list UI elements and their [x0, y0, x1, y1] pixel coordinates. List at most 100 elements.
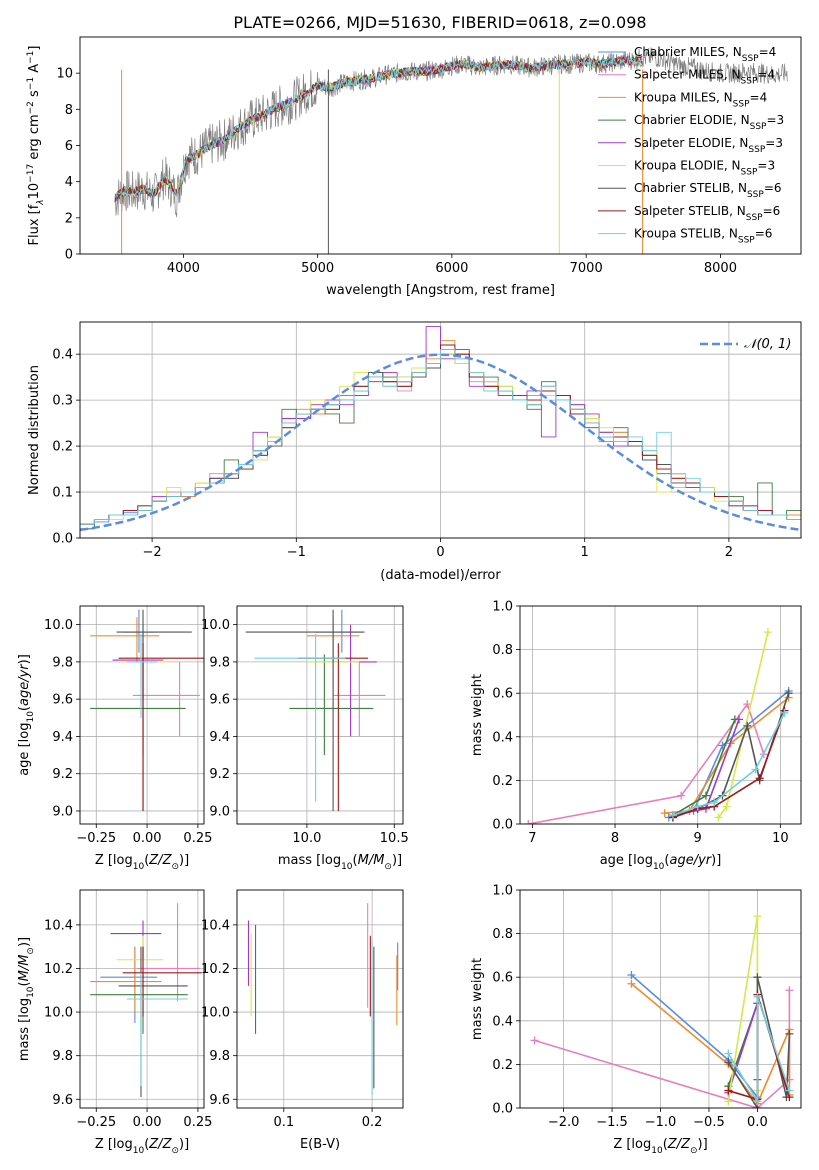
x-axis-label-part: 10: [653, 862, 665, 872]
y-tick-label: 0.4: [492, 730, 513, 745]
x-axis-label-part: Z/Z: [148, 1137, 172, 1152]
y-axis-label-part: s: [27, 90, 42, 101]
legend-label-part: SSP: [741, 168, 758, 178]
weight-point-marker: [724, 1049, 733, 1058]
legend-label-part: Salpeter MILES, N: [634, 68, 741, 82]
y-tick-label: 8: [65, 103, 73, 118]
y-axis-label-part: mass [log: [17, 998, 32, 1061]
legend-label-part: Kroupa STELIB, N: [634, 227, 738, 241]
y-axis-label: age [log10(age/yr)]: [17, 654, 36, 776]
x-tick-label: 10: [772, 831, 789, 846]
panel-weight_vs_age: 7 8 9 10 0.0 0.2 0.4 0.6 0.8 1.0 mass weight age [l…: [470, 600, 802, 872]
weight-point-marker: [660, 809, 669, 818]
weight-point-marker: [751, 765, 760, 774]
y-tick-label: 0.4: [52, 348, 73, 363]
y-tick-label: 10: [56, 67, 73, 82]
x-tick-label: 0.00: [133, 831, 162, 846]
plot-area: [237, 890, 403, 1108]
panel-mass_vs_Z: −0.25 0.00 0.259.69.810.010.210.4Z [log10(…: [17, 889, 212, 1156]
x-axis-label: Z [log10(Z/Z⊙)]: [613, 1137, 707, 1156]
x-axis-label: wavelength [Angstrom, rest frame]: [326, 283, 555, 298]
y-tick-label: 0.3: [52, 394, 73, 409]
x-axis-label-part: Z [log: [613, 1137, 651, 1152]
weight-point-marker: [724, 1097, 733, 1106]
weight-point-marker: [755, 774, 764, 783]
x-axis-label: E(B-V): [300, 1137, 340, 1152]
x-axis-label-part: ⊙: [690, 1146, 698, 1156]
legend-label-part: =3: [757, 159, 775, 173]
y-axis-label-part: M/M: [17, 955, 32, 982]
legend-label-part: =4: [759, 45, 777, 59]
legend-label: Chabrier STELIB, NSSP=6: [634, 181, 782, 200]
y-axis-label-part: age [log: [17, 723, 32, 776]
weight-point-marker: [722, 802, 731, 811]
x-axis-label-part: )]: [179, 1137, 189, 1152]
y-tick-label: 0.0: [492, 818, 513, 833]
x-tick-label: 0.25: [183, 1115, 212, 1130]
weight-series-line: [717, 632, 769, 818]
legend-label-part: SSP: [742, 54, 759, 64]
x-tick-label: 0.1: [273, 1115, 294, 1130]
y-tick-label: 0.6: [492, 687, 513, 702]
weight-point-marker: [701, 791, 710, 800]
y-axis-label: Normed distribution: [27, 365, 42, 495]
y-tick-label: 9.8: [52, 1049, 73, 1064]
weight-point-marker: [753, 973, 762, 982]
panel-age_vs_Z: −0.25 0.00 0.259.09.29.49.69.810.0Z [log10…: [17, 605, 212, 872]
axes-frame: [519, 889, 802, 1109]
x-axis-label-part: 10: [651, 1146, 663, 1156]
weight-point-marker: [530, 1036, 539, 1045]
y-tick-label: 6: [65, 139, 73, 154]
legend-label: Salpeter MILES, NSSP=4: [634, 68, 775, 87]
x-axis-label-part: )]: [179, 853, 189, 868]
legend-label-part: SSP: [738, 236, 755, 246]
weight-series-line: [727, 995, 791, 1103]
y-tick-label: 10.2: [201, 962, 230, 977]
x-tick-label: 9: [694, 831, 702, 846]
panel-age_vs_mass: 10.0 10.5 9.0 9.2 9.4 9.6 9.8 10.0 mass [log10(M…: [201, 605, 409, 872]
legend-label: Salpeter ELODIE, NSSP=3: [634, 136, 783, 155]
y-tick-label: 4: [65, 175, 73, 190]
x-axis-label-part: Z/Z: [667, 1137, 691, 1152]
axes-frame: [79, 36, 802, 255]
y-axis-label-part: age/yr: [17, 663, 32, 706]
weight-point-marker: [753, 912, 762, 921]
panel-spectrum: 4000 5000 6000 7000 8000 0 2 4 6 8 10 Chabrier MILE…: [26, 36, 802, 298]
figure-title: PLATE=0266, MJD=51630, FIBERID=0618, z=0…: [233, 13, 646, 32]
x-tick-label: 0.25: [183, 831, 212, 846]
x-tick-label: 2: [725, 545, 733, 560]
y-axis-label-part: 10: [26, 986, 36, 998]
y-tick-label: 0.2: [492, 1058, 513, 1073]
y-axis-label-part: )]: [17, 654, 32, 664]
legend-label-part: Salpeter STELIB, N: [634, 204, 746, 218]
x-axis-label-part: Z [log: [95, 853, 133, 868]
x-tick-label: 4000: [167, 261, 200, 276]
y-tick-label: 9.2: [52, 767, 73, 782]
weight-point-marker: [743, 721, 752, 730]
plot-area: [80, 606, 204, 824]
legend-label-part: Chabrier MILES, N: [634, 45, 742, 59]
weight-point-marker: [677, 791, 686, 800]
x-tick-label: 1: [581, 545, 589, 560]
x-axis-label-part: (: [144, 1137, 149, 1152]
x-axis-label-part: ⊙: [384, 862, 392, 872]
y-axis-label-part: −2: [26, 101, 36, 114]
plot-area: [520, 890, 801, 1108]
y-axis-label-part: A: [27, 64, 42, 77]
x-tick-label: 10.0: [292, 831, 321, 846]
x-tick-label: −0.25: [76, 831, 116, 846]
x-tick-label: 0.2: [362, 1115, 383, 1130]
legend-label-part: SSP: [750, 122, 767, 132]
x-axis-label-part: )]: [392, 853, 402, 868]
y-tick-label: 9.4: [52, 730, 73, 745]
y-tick-label: 10.0: [44, 618, 73, 633]
weight-point-marker: [693, 802, 702, 811]
x-tick-label: 6000: [435, 261, 468, 276]
x-tick-label: −2: [143, 545, 162, 560]
weight-point-marker: [714, 813, 723, 822]
x-axis-label: age [log10(age/yr)]: [600, 853, 722, 872]
x-tick-label: 0: [436, 545, 444, 560]
x-tick-label: −1: [287, 545, 306, 560]
plot-area: [80, 890, 204, 1108]
